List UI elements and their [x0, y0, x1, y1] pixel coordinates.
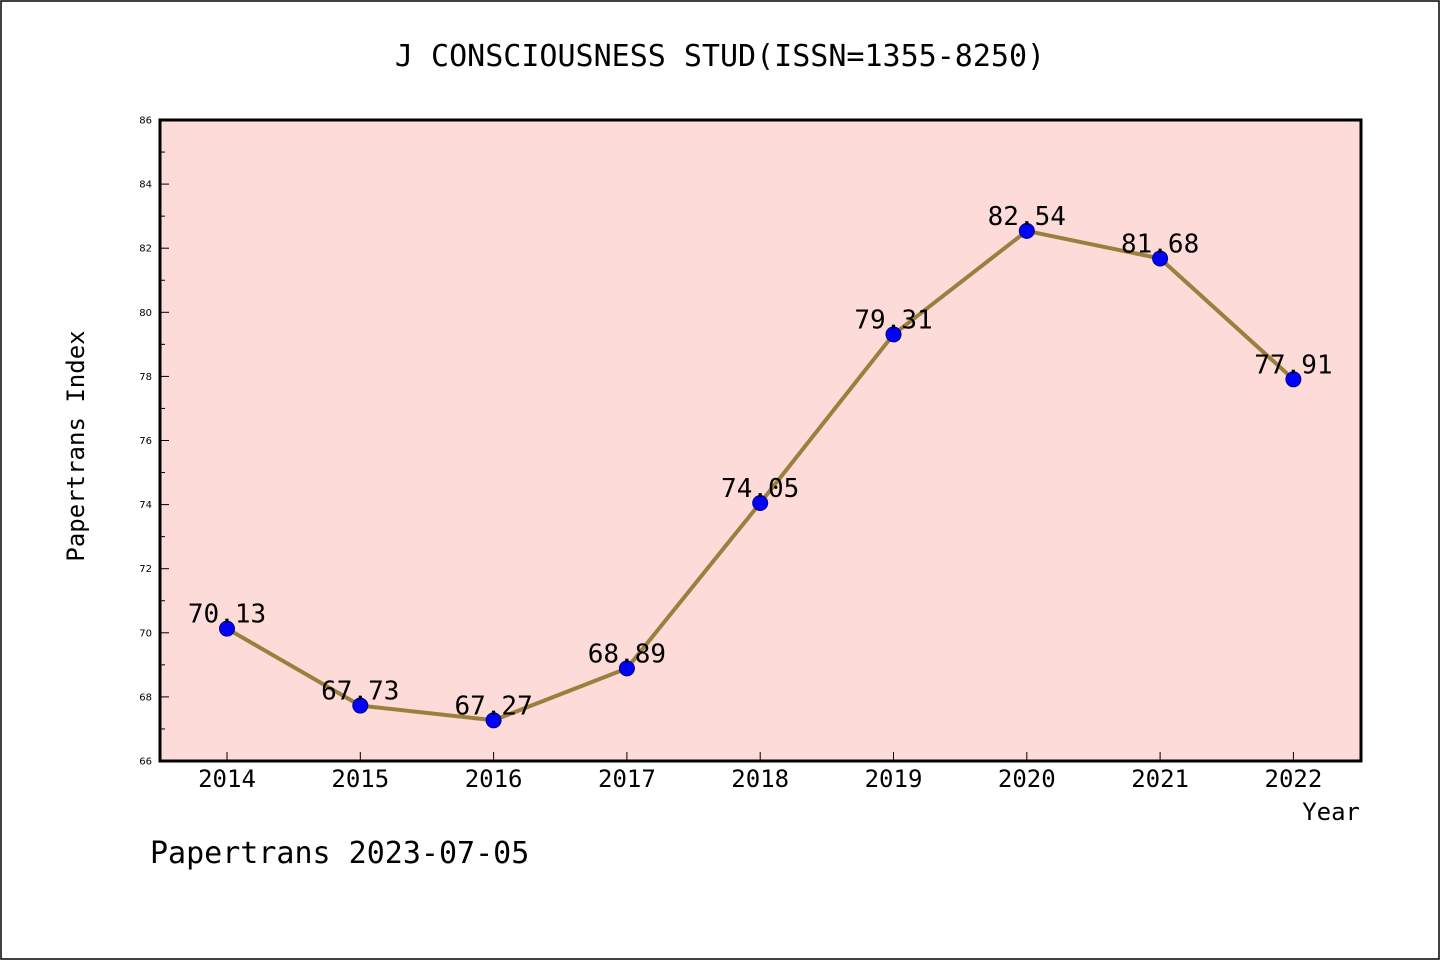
data-label: 68.89: [588, 639, 666, 669]
data-label: 70.13: [188, 600, 266, 630]
data-point: [885, 326, 902, 343]
data-label: 74.05: [721, 474, 799, 504]
data-point: [352, 697, 369, 714]
x-tick-label: 2017: [598, 765, 656, 793]
x-tick-label: 2022: [1265, 765, 1323, 793]
y-tick-label: 86: [139, 116, 152, 127]
data-label: 82.54: [988, 202, 1066, 232]
y-tick-label: 78: [139, 372, 152, 383]
x-tick-label: 2018: [731, 765, 789, 793]
y-tick-label: 76: [139, 436, 152, 447]
data-label: 81.68: [1121, 229, 1199, 259]
data-point: [219, 620, 235, 637]
data-label: 79.31: [854, 305, 932, 335]
x-tick-label: 2016: [465, 765, 523, 793]
data-point: [485, 712, 502, 729]
footer-credit: Papertrans 2023-07-05: [150, 836, 529, 871]
y-axis: 66 68 70 72 74 76 78 80 82 84 86: [139, 116, 169, 768]
y-tick-label: 68: [139, 692, 152, 703]
x-tick-label: 2020: [998, 765, 1056, 793]
x-tick-label: 2019: [865, 765, 923, 793]
data-label: 67.73: [321, 677, 399, 707]
plot-area: [160, 120, 1361, 761]
data-point: [752, 494, 769, 511]
data-label: 77.91: [1254, 350, 1332, 380]
data-point: [1152, 250, 1169, 267]
x-tick-label: 2014: [198, 765, 256, 793]
data-point: [1285, 371, 1302, 388]
x-axis-label: Year: [1302, 798, 1360, 826]
y-tick-label: 80: [139, 308, 152, 319]
y-tick-label: 66: [139, 757, 152, 768]
x-tick-label: 2021: [1131, 765, 1189, 793]
x-axis: 2014 2015 2016 2017 2018 2019 2020 2021 2022: [198, 752, 1322, 793]
data-point: [618, 660, 635, 677]
y-tick-label: 82: [139, 244, 152, 255]
x-tick-label: 2015: [331, 765, 389, 793]
y-tick-label: 84: [139, 180, 152, 191]
data-label: 67.27: [454, 691, 532, 721]
y-axis-label: Papertrans Index: [62, 330, 90, 561]
data-point: [1018, 222, 1035, 239]
plot-border: [158, 118, 1363, 763]
y-tick-label: 72: [139, 564, 152, 575]
y-tick-label: 70: [139, 628, 152, 639]
y-tick-label: 74: [139, 500, 152, 511]
chart-title: J CONSCIOUSNESS STUD(ISSN=1355-8250): [395, 39, 1045, 74]
data-markers: [219, 222, 1302, 729]
data-labels: 70.13 67.73 67.27 68.89 74.05 79.31 82.54 81.68…: [188, 202, 1333, 721]
